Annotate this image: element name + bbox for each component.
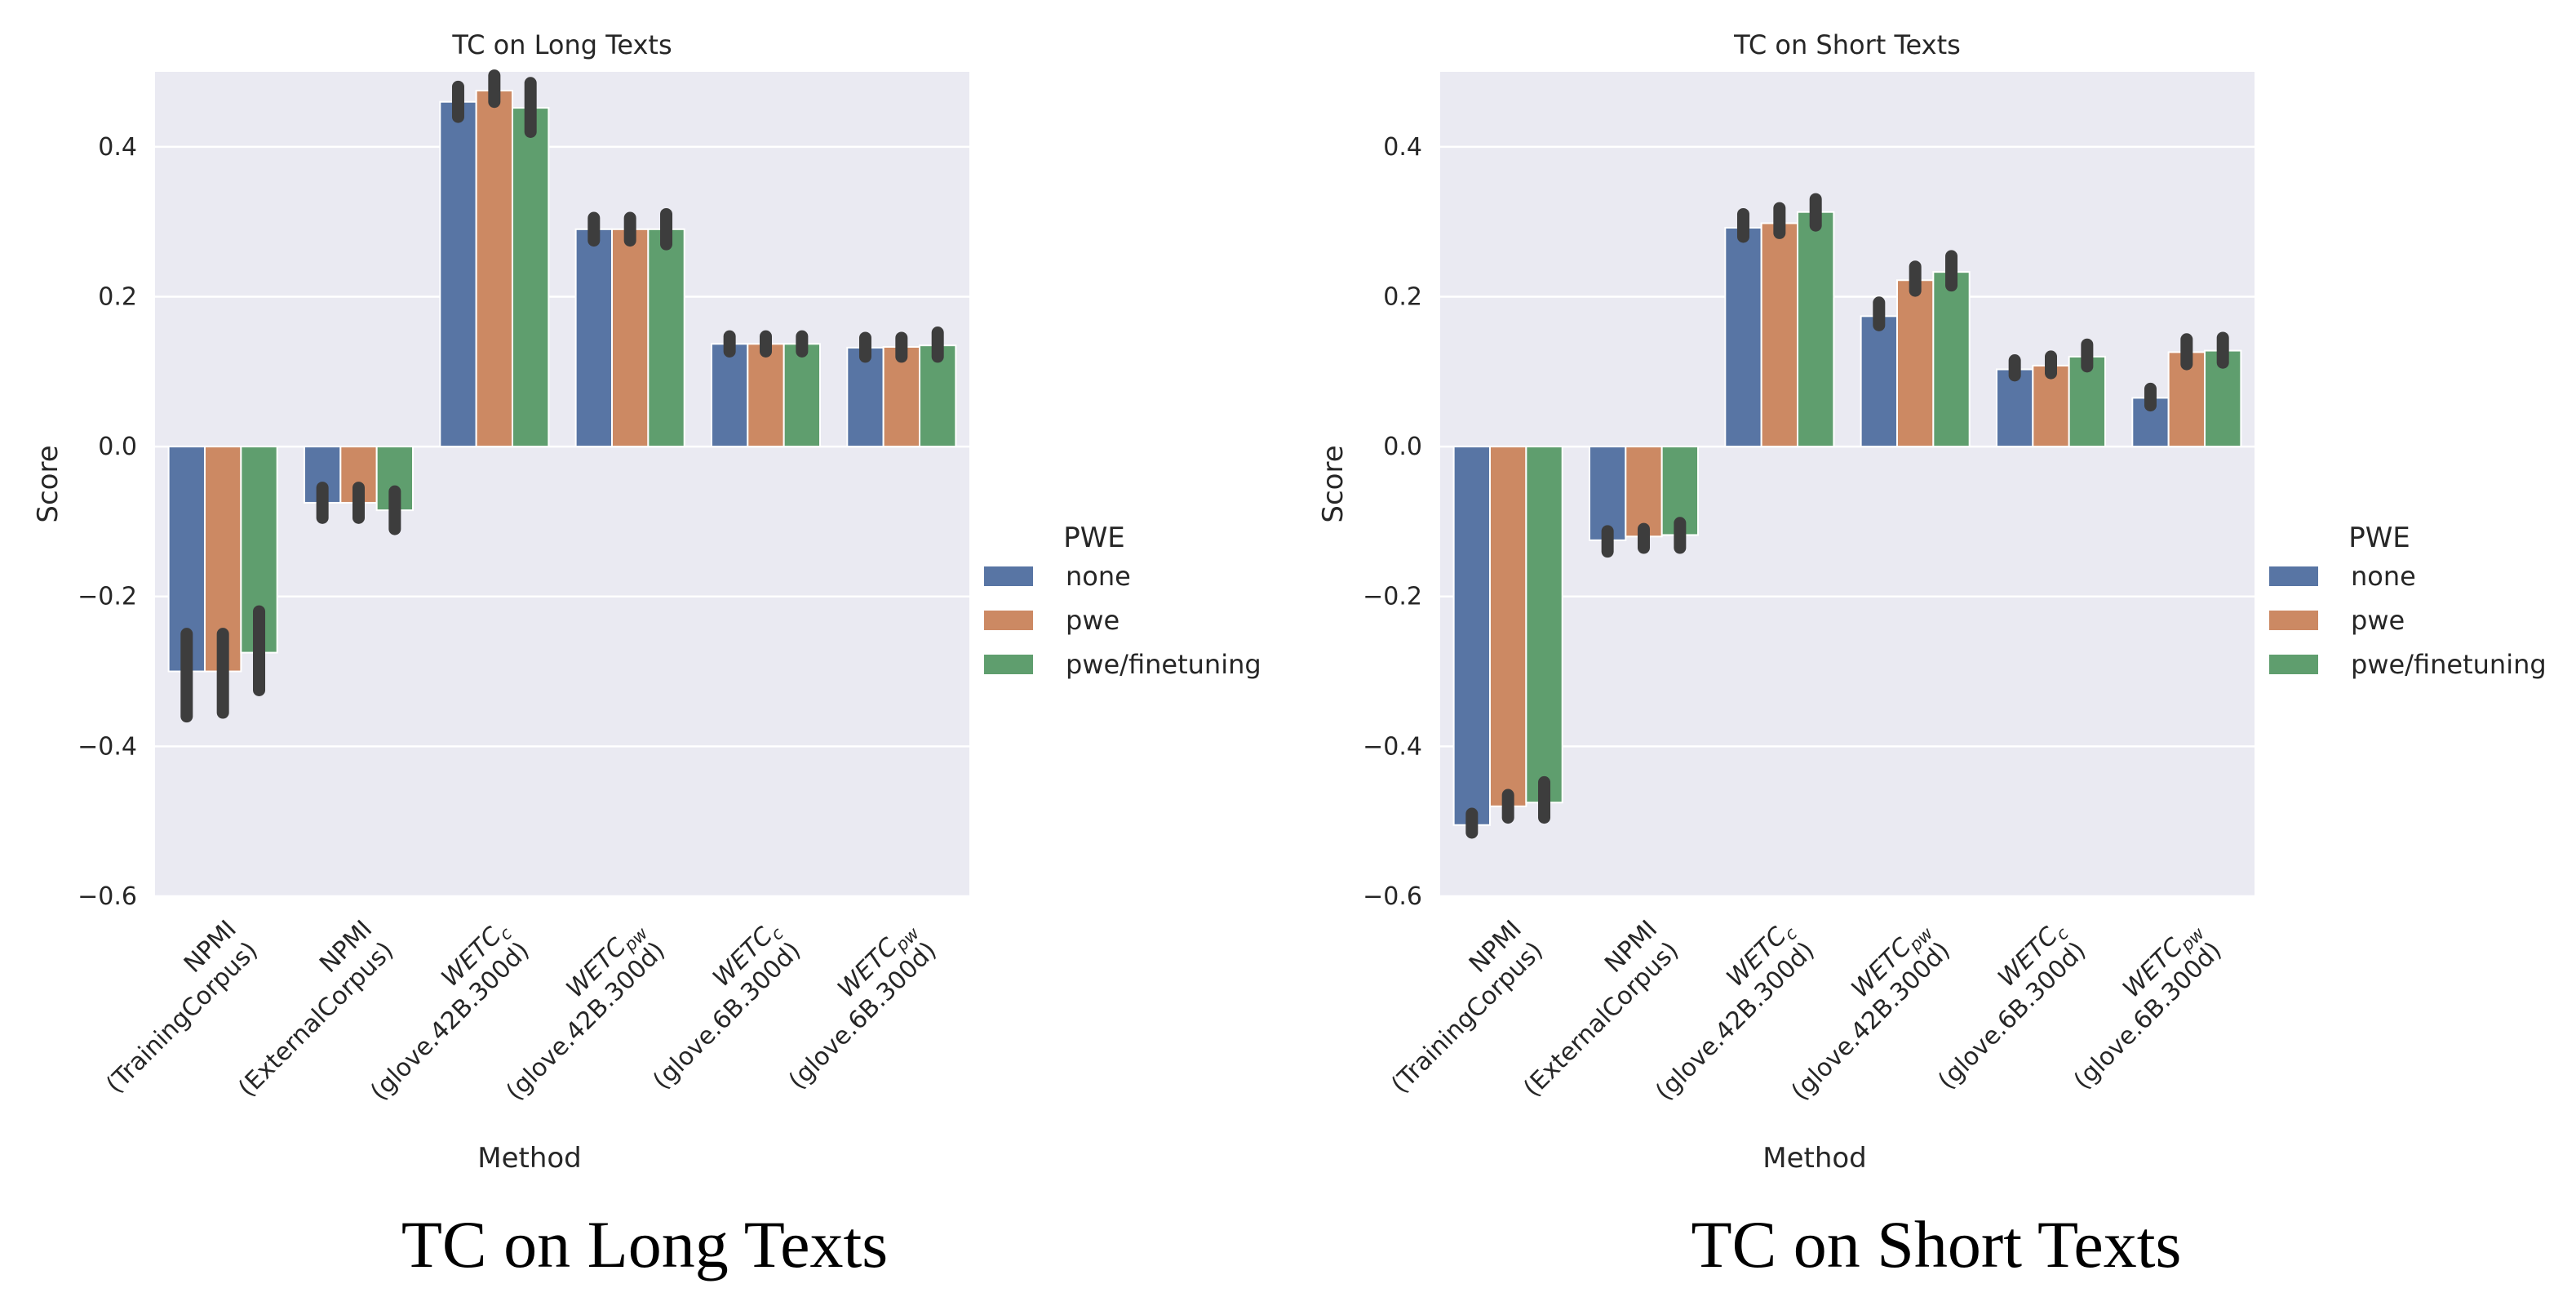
- bar: [747, 343, 785, 448]
- x-tick-label: NPMI(TrainingCorpus): [1364, 915, 1549, 1099]
- x-axis-label: Method: [1762, 1142, 1867, 1175]
- bar: [1860, 315, 1898, 448]
- bar: [882, 345, 921, 448]
- y-tick-label: 0.4: [1383, 133, 1422, 162]
- y-tick-label: 0.2: [98, 282, 137, 311]
- legend-label: pwe/finetuning: [1066, 649, 1261, 680]
- x-tick-label: NPMI(TrainingCorpus): [79, 915, 264, 1099]
- legend-label: none: [2351, 561, 2416, 592]
- bar: [1932, 271, 1971, 448]
- bar: [610, 228, 650, 448]
- y-tick-label: −0.4: [78, 732, 137, 761]
- bar: [475, 89, 514, 448]
- legend-label: pwe/finetuning: [2351, 649, 2547, 680]
- bar: [1588, 446, 1627, 541]
- y-tick-label: −0.6: [1363, 882, 1422, 911]
- legend-swatch: [984, 566, 1033, 586]
- y-axis-label: Score: [1317, 445, 1350, 522]
- bar: [1525, 446, 1563, 804]
- legend-label: pwe: [1066, 605, 1120, 636]
- bar: [1995, 368, 2034, 448]
- legend-title: PWE: [1063, 522, 1125, 554]
- legend-swatch: [2269, 611, 2318, 630]
- bar: [512, 107, 550, 448]
- plot-area: [1440, 72, 2255, 896]
- chart-title: TC on Short Texts: [1733, 29, 1961, 60]
- legend-label: none: [1066, 561, 1131, 592]
- bar: [783, 343, 822, 448]
- bar: [1797, 211, 1835, 448]
- y-tick-label: 0.2: [1383, 282, 1422, 311]
- legend-label: pwe: [2351, 605, 2405, 636]
- caption-short-texts: TC on Short Texts: [1691, 1207, 2182, 1282]
- legend-swatch: [984, 611, 1033, 630]
- bar: [574, 228, 613, 448]
- chart-short-texts: 0.4 0.2 0.0 −0.2 −0.4 −0.6 TC on Short Texts Sc…: [1317, 29, 2547, 1175]
- bar: [439, 100, 477, 448]
- y-tick-label: 0.0: [98, 433, 137, 461]
- bar: [1760, 222, 1799, 448]
- caption-long-texts: TC on Long Texts: [401, 1207, 889, 1282]
- y-tick-label: −0.2: [78, 583, 137, 611]
- legend-swatch: [2269, 655, 2318, 674]
- y-tick-label: −0.4: [1363, 732, 1422, 761]
- bar: [647, 228, 685, 448]
- legend-swatch: [984, 655, 1033, 674]
- plot-area: [155, 72, 969, 896]
- bar: [1724, 226, 1762, 448]
- legend-title: PWE: [2348, 522, 2410, 554]
- bar: [1895, 279, 1935, 448]
- bar: [240, 446, 278, 654]
- bar: [1452, 446, 1491, 826]
- x-axis-label: Method: [477, 1142, 582, 1175]
- bar: [710, 343, 749, 448]
- y-tick-label: 0.4: [98, 133, 137, 162]
- chart-long-texts: 0.4 0.2 0.0 −0.2 −0.4 −0.6 TC on Long Texts Sco…: [32, 29, 1261, 1175]
- chart-title: TC on Long Texts: [451, 29, 672, 60]
- y-tick-label: 0.0: [1383, 433, 1422, 461]
- legend-swatch: [2269, 566, 2318, 586]
- y-axis-label: Score: [32, 445, 64, 522]
- y-tick-label: −0.2: [1363, 583, 1422, 611]
- bar: [1488, 446, 1527, 807]
- y-tick-label: −0.6: [78, 882, 137, 911]
